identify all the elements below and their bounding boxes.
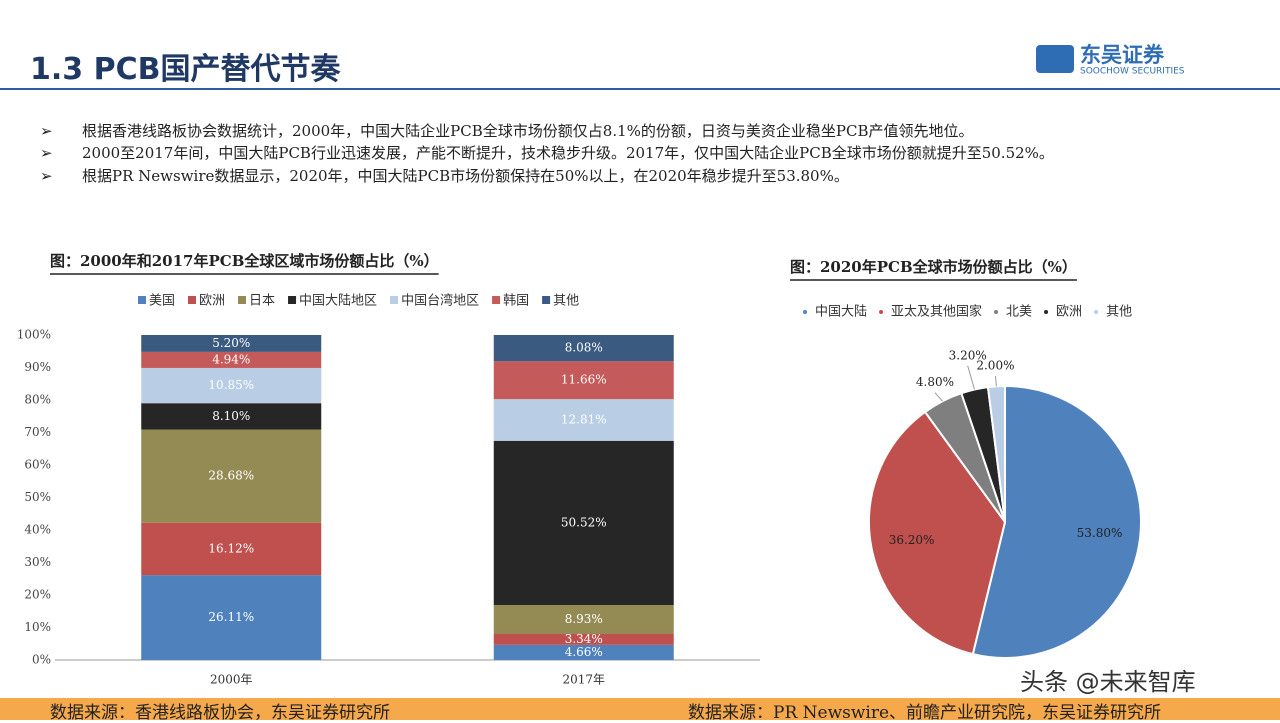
legend-swatch: [288, 296, 297, 304]
bar-segment: [493, 440, 674, 605]
data-label: 50.52%: [561, 515, 607, 529]
watermark: 头条 @未来智库: [1020, 668, 1196, 696]
bar-segment: [493, 604, 674, 634]
chart-title: 图：2000年和2017年PCB全球区域市场份额占比（%）: [50, 252, 439, 270]
data-label: 4.66%: [565, 645, 603, 659]
bar-segment: [141, 351, 322, 368]
bar-segment: [141, 403, 322, 430]
y-tick-label: 70%: [24, 425, 51, 439]
data-label: 26.11%: [208, 610, 254, 624]
legend-label: 亚太及其他国家: [891, 304, 982, 320]
legend-label: 欧洲: [199, 294, 225, 309]
legend-swatch: [138, 296, 146, 304]
bar-segment: [493, 335, 674, 362]
logo-icon: [1036, 45, 1074, 73]
legend-label: 中国台湾地区: [401, 293, 479, 309]
data-label: 28.68%: [208, 469, 254, 483]
leader-line: [934, 392, 943, 402]
legend-swatch: [1094, 310, 1099, 314]
bullet: ➢ 根据香港线路板协会数据统计，2000年，中国大陆企业PCB全球市场份额仅占8.…: [40, 122, 974, 140]
bar-segment: [141, 575, 322, 660]
y-tick-label: 100%: [17, 328, 51, 342]
data-label: 8.93%: [565, 612, 603, 626]
bar-segment: [141, 367, 322, 404]
bar-segment: [493, 644, 674, 660]
bar-segment: [493, 361, 674, 400]
legend-swatch: [542, 296, 551, 304]
bullet: ➢ 根据PR Newswire数据显示，2020年，中国大陆PCB市场份额保持在5…: [40, 167, 849, 185]
legend-label: 美国: [149, 294, 175, 309]
legend-swatch: [390, 296, 399, 304]
leader-line: [994, 375, 997, 387]
legend-label: 北美: [1006, 305, 1032, 320]
legend-swatch: [879, 310, 884, 314]
source: 数据来源：香港线路板协会，东吴证券研究所: [50, 703, 390, 723]
pie-slice: [868, 410, 1007, 656]
bullet-text: 根据PR Newswire数据显示，2020年，中国大陆PCB市场份额保持在50…: [82, 167, 849, 185]
data-label: 3.34%: [565, 632, 603, 646]
bar-segment: [141, 335, 322, 352]
legend-swatch: [994, 310, 999, 314]
y-tick-label: 30%: [24, 555, 51, 569]
logo-en: SOOCHOW SECURITIES: [1080, 67, 1185, 77]
legend-swatch: [803, 310, 807, 314]
footer-band: [0, 698, 1280, 720]
legend-label: 欧洲: [1056, 305, 1082, 320]
data-label: 36.20%: [889, 533, 935, 547]
data-label: 8.10%: [212, 409, 250, 423]
pie-slice: [971, 384, 1142, 659]
data-label: 53.80%: [1077, 526, 1123, 540]
leader-line: [967, 365, 975, 390]
y-tick-label: 40%: [24, 523, 51, 537]
y-tick-label: 80%: [24, 393, 51, 407]
y-tick-label: 90%: [24, 360, 51, 374]
legend-label: 中国大陆: [815, 304, 867, 320]
bar-segment: [141, 429, 322, 523]
x-tick-label: 2000年: [210, 673, 253, 687]
data-label: 8.08%: [565, 341, 603, 355]
data-label: 4.94%: [212, 352, 250, 366]
bar-segment: [141, 522, 322, 576]
data-label: 10.85%: [208, 378, 254, 392]
y-tick-label: 20%: [24, 588, 51, 602]
data-label: 4.80%: [916, 375, 954, 389]
x-tick-label: 2017年: [562, 673, 605, 687]
chart-title: 图：2020年PCB全球市场份额占比（%）: [790, 258, 1077, 276]
y-tick-label: 10%: [24, 620, 51, 634]
bullet-text: 2000至2017年间，中国大陆PCB行业迅速发展，产能不断提升，技术稳步升级。…: [82, 144, 1054, 162]
logo-cn: 东吴证券: [1080, 43, 1165, 67]
bullet-text: 根据香港线路板协会数据统计，2000年，中国大陆企业PCB全球市场份额仅占8.1…: [82, 122, 974, 140]
legend-swatch: [1044, 310, 1049, 314]
source: 数据来源：PR Newswire、前瞻产业研究院，东吴证券研究所: [688, 703, 1162, 723]
legend-label: 日本: [249, 294, 275, 309]
data-label: 5.20%: [212, 336, 250, 350]
data-label: 16.12%: [208, 541, 254, 555]
legend-swatch: [492, 296, 501, 304]
data-label: 3.20%: [949, 348, 987, 362]
bullet: ➢ 2000至2017年间，中国大陆PCB行业迅速发展，产能不断提升，技术稳步升级…: [40, 144, 1054, 162]
legend-label: 其他: [553, 294, 579, 309]
slide-title: 1.3 PCB国产替代节奏: [30, 52, 341, 87]
legend-label: 韩国: [503, 294, 529, 309]
legend-swatch: [188, 296, 197, 304]
legend-label: 中国大陆地区: [299, 293, 377, 309]
bar-segment: [493, 634, 674, 645]
data-label: 12.81%: [561, 412, 607, 426]
data-label: 11.66%: [561, 373, 607, 387]
y-tick-label: 50%: [24, 490, 51, 504]
y-tick-label: 0%: [32, 653, 51, 667]
y-tick-label: 60%: [24, 458, 51, 472]
bar-segment: [493, 399, 674, 441]
legend-swatch: [238, 296, 247, 304]
data-label: 2.00%: [976, 358, 1014, 372]
logo: 东吴证券 SOOCHOW SECURITIES: [1036, 43, 1185, 77]
legend-label: 其他: [1106, 305, 1132, 320]
